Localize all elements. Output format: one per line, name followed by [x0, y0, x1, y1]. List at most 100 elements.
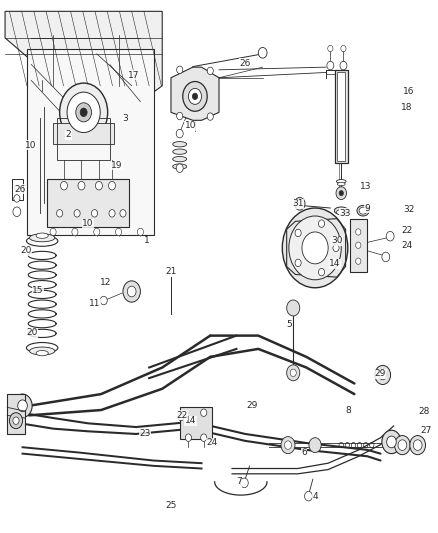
- Circle shape: [375, 366, 391, 384]
- Bar: [335, 70, 348, 163]
- Ellipse shape: [337, 182, 345, 185]
- Text: 27: 27: [421, 426, 432, 435]
- Text: 22: 22: [401, 226, 412, 235]
- Circle shape: [295, 229, 301, 237]
- Circle shape: [339, 190, 343, 196]
- Text: 29: 29: [246, 401, 258, 410]
- Text: 31: 31: [292, 199, 304, 208]
- Circle shape: [116, 228, 122, 236]
- Text: 32: 32: [403, 205, 415, 214]
- Ellipse shape: [336, 180, 346, 183]
- Circle shape: [309, 438, 321, 453]
- Circle shape: [304, 491, 312, 501]
- Circle shape: [78, 181, 85, 190]
- Circle shape: [188, 88, 201, 104]
- Circle shape: [382, 430, 401, 454]
- Text: 3: 3: [122, 114, 128, 123]
- Text: 24: 24: [207, 439, 218, 448]
- Text: 2: 2: [66, 130, 71, 139]
- Circle shape: [14, 195, 20, 202]
- Ellipse shape: [357, 205, 369, 216]
- Text: 18: 18: [401, 102, 413, 111]
- Text: 33: 33: [339, 209, 350, 218]
- Bar: [27, 49, 153, 235]
- Circle shape: [76, 103, 92, 122]
- Circle shape: [109, 181, 116, 190]
- Circle shape: [192, 93, 198, 100]
- Circle shape: [398, 440, 407, 450]
- Text: 26: 26: [240, 59, 251, 68]
- Circle shape: [356, 258, 361, 264]
- Text: 8: 8: [345, 406, 351, 415]
- Bar: [7, 394, 25, 434]
- Circle shape: [379, 370, 387, 379]
- Circle shape: [80, 108, 87, 117]
- Circle shape: [336, 187, 346, 199]
- Circle shape: [386, 231, 394, 241]
- Circle shape: [60, 181, 67, 190]
- Circle shape: [356, 242, 361, 248]
- Circle shape: [127, 286, 136, 297]
- Circle shape: [318, 269, 325, 276]
- Circle shape: [74, 209, 80, 217]
- Circle shape: [258, 47, 267, 58]
- Circle shape: [356, 229, 361, 235]
- Circle shape: [176, 130, 183, 138]
- Circle shape: [240, 478, 248, 488]
- Circle shape: [138, 228, 144, 236]
- Polygon shape: [171, 67, 219, 120]
- Text: 30: 30: [331, 237, 343, 246]
- Ellipse shape: [173, 157, 187, 162]
- Circle shape: [123, 281, 141, 302]
- Circle shape: [13, 207, 21, 216]
- Circle shape: [341, 45, 346, 52]
- Text: 20: 20: [26, 328, 38, 337]
- Circle shape: [382, 252, 390, 262]
- Ellipse shape: [36, 351, 48, 356]
- Text: 16: 16: [403, 86, 415, 95]
- Text: 12: 12: [100, 278, 111, 287]
- Text: 28: 28: [419, 407, 430, 416]
- Bar: [350, 219, 367, 272]
- Text: 14: 14: [185, 416, 196, 425]
- Circle shape: [10, 413, 22, 429]
- Circle shape: [176, 164, 183, 172]
- Text: 6: 6: [301, 448, 307, 457]
- Circle shape: [387, 436, 396, 448]
- Text: 9: 9: [364, 204, 370, 213]
- Bar: [53, 123, 114, 144]
- Circle shape: [183, 82, 207, 111]
- Circle shape: [50, 228, 56, 236]
- Text: 22: 22: [176, 411, 187, 420]
- Text: 29: 29: [375, 369, 386, 378]
- Text: 26: 26: [14, 185, 26, 194]
- Circle shape: [92, 209, 98, 217]
- Circle shape: [283, 208, 348, 288]
- Circle shape: [201, 434, 207, 441]
- Circle shape: [289, 216, 341, 280]
- Circle shape: [294, 197, 305, 210]
- Circle shape: [287, 365, 300, 381]
- Bar: [12, 179, 22, 200]
- Circle shape: [302, 232, 328, 264]
- Text: 14: 14: [329, 260, 340, 268]
- Text: 24: 24: [401, 241, 412, 250]
- Ellipse shape: [26, 343, 58, 353]
- Circle shape: [201, 409, 207, 416]
- Circle shape: [13, 417, 19, 424]
- Polygon shape: [5, 11, 162, 102]
- Circle shape: [94, 228, 100, 236]
- Circle shape: [395, 435, 410, 455]
- Circle shape: [290, 369, 296, 376]
- Circle shape: [177, 66, 183, 74]
- Circle shape: [109, 209, 115, 217]
- Circle shape: [281, 437, 295, 454]
- Ellipse shape: [36, 233, 48, 238]
- Text: 7: 7: [236, 478, 241, 486]
- Circle shape: [178, 413, 184, 421]
- Text: 21: 21: [165, 268, 177, 276]
- Text: 25: 25: [165, 501, 177, 510]
- Circle shape: [340, 61, 347, 70]
- Text: 23: 23: [139, 430, 151, 439]
- Circle shape: [120, 209, 126, 217]
